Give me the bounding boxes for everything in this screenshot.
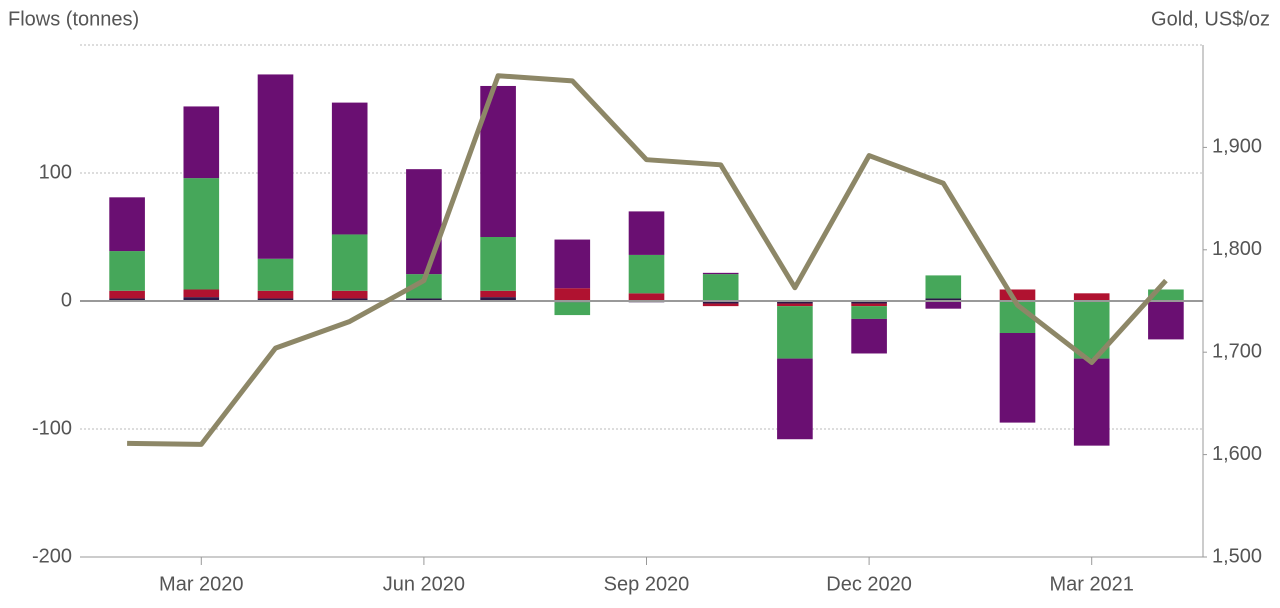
bar-segment: [183, 297, 220, 301]
bar-segment: [109, 197, 145, 252]
y-tick-label: -100: [32, 417, 72, 439]
bar-segment: [257, 74, 294, 259]
bar-segment: [406, 298, 442, 301]
y2-tick-label: 1,500: [1212, 545, 1262, 567]
bar-segment: [1148, 289, 1184, 301]
x-tick-label: Jun 2020: [383, 573, 465, 595]
x-tick-label: Mar 2021: [1049, 573, 1134, 595]
bar-segment: [109, 251, 145, 291]
x-tick-label: Sep 2020: [604, 573, 690, 595]
bar-segment: [480, 297, 516, 301]
bar-segment: [183, 289, 220, 298]
bar-segment: [257, 258, 294, 291]
y2-axis-label: Gold, US$/oz: [1151, 8, 1270, 30]
bar-segment: [331, 290, 368, 299]
bar-segment: [851, 301, 887, 304]
bar-segment: [851, 303, 887, 307]
bar-segment: [925, 298, 962, 301]
bar-segment: [183, 106, 220, 179]
x-tick-label: Dec 2020: [826, 573, 912, 595]
bar-segment: [183, 178, 220, 290]
bar-segment: [554, 239, 591, 289]
bar-segment: [109, 298, 145, 301]
y-axis-label: Flows (tonnes): [8, 8, 139, 30]
y-tick-label: 0: [61, 289, 72, 311]
bar-segment: [257, 298, 294, 301]
y2-tick-label: 1,900: [1212, 136, 1262, 158]
bar-segment: [331, 298, 368, 301]
bar-segment: [480, 237, 516, 291]
bar-segment: [406, 169, 442, 275]
y2-tick-label: 1,700: [1212, 340, 1262, 362]
bar-segment: [628, 254, 665, 294]
bar-segment: [777, 303, 813, 307]
bar-segment: [999, 289, 1036, 301]
bar-segment: [628, 293, 665, 301]
bar-segment: [257, 290, 294, 299]
bar-segment: [702, 274, 739, 301]
bar-segment: [702, 272, 739, 275]
y-tick-label: 100: [39, 161, 72, 183]
bar-segment: [554, 288, 591, 301]
bar-segment: [1148, 301, 1184, 340]
bar-segment: [331, 102, 368, 235]
gold-price-line: [127, 73, 1168, 447]
bar-segment: [1073, 358, 1110, 446]
bar-segment: [777, 358, 813, 440]
bar-segment: [851, 318, 887, 354]
y-tick-label: -200: [32, 545, 72, 567]
bar-segment: [851, 306, 887, 319]
bar-segment: [925, 275, 962, 299]
bar-segment: [925, 301, 962, 309]
bar-segment: [480, 290, 516, 298]
bar-segment: [702, 303, 739, 307]
bar-segment: [628, 211, 665, 255]
bar-segment: [331, 234, 368, 291]
y2-tick-label: 1,600: [1212, 443, 1262, 465]
x-tick-label: Mar 2020: [159, 573, 244, 595]
bar-segment: [777, 301, 813, 304]
bar-segment: [109, 290, 145, 299]
bar-segment: [1073, 293, 1110, 301]
bar-segment: [999, 333, 1036, 423]
y2-tick-label: 1,800: [1212, 238, 1262, 260]
bar-segment: [702, 301, 739, 304]
bar-segment: [777, 306, 813, 359]
bar-segment: [554, 302, 591, 316]
